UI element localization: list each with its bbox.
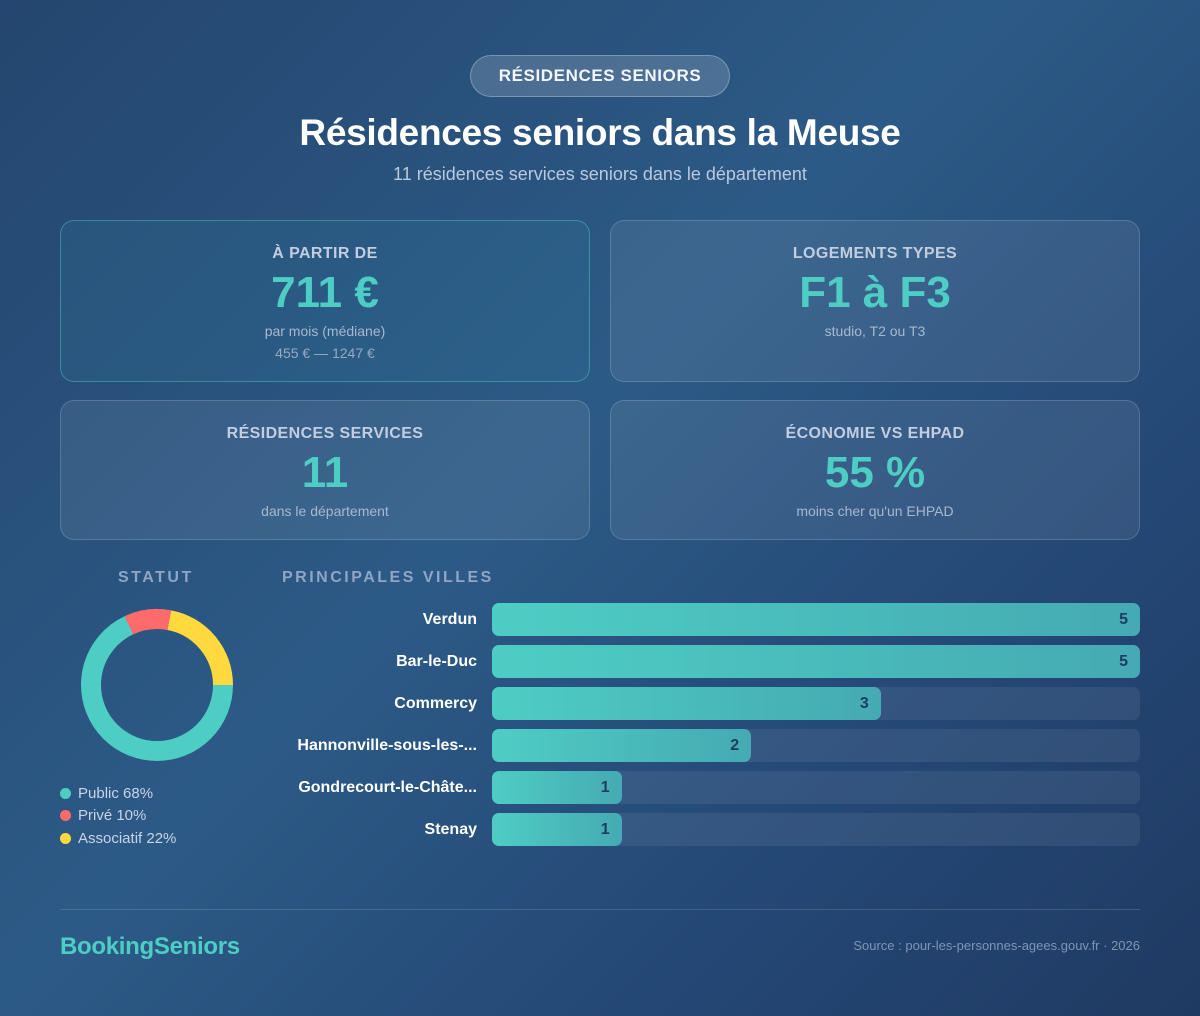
card-value: F1 à F3	[799, 268, 951, 317]
bar-fill: 5	[492, 603, 1140, 636]
page-subtitle: 11 résidences services seniors dans le d…	[393, 164, 807, 184]
card-sub: moins cher qu'un EHPAD	[796, 503, 954, 519]
bar-fill: 5	[492, 645, 1140, 678]
card-sub: studio, T2 ou T3	[824, 323, 926, 339]
bar-row: Bar-le-Duc 5	[282, 645, 1140, 678]
bar-value: 5	[1119, 653, 1128, 670]
bar-fill: 3	[492, 687, 881, 720]
bar-label: Gondrecourt-le-Châte...	[298, 778, 477, 796]
bar-track: 3	[492, 687, 1140, 720]
villes-title: PRINCIPALES VILLES	[282, 569, 494, 586]
card-label: À PARTIR DE	[272, 245, 378, 262]
category-badge: RÉSIDENCES SENIORS	[470, 55, 730, 97]
bar-row: Commercy 3	[282, 687, 1140, 720]
card-sub: dans le département	[261, 503, 389, 519]
card-value: 11	[301, 448, 349, 497]
bar-value: 1	[600, 821, 610, 838]
bar-track: 5	[492, 603, 1140, 636]
bar-label: Hannonville-sous-les-...	[297, 736, 477, 754]
bar-label: Stenay	[424, 820, 477, 838]
cities-bar-chart: Verdun 5 Bar-le-Duc 5 Commercy 3 Hannonville-s…	[282, 603, 1140, 855]
card-sub: par mois (médiane)	[264, 323, 386, 339]
bar-value: 1	[600, 779, 610, 796]
card-label: LOGEMENTS TYPES	[792, 245, 958, 262]
card-label: ÉCONOMIE VS EHPAD	[785, 425, 965, 442]
bar-row: Verdun 5	[282, 603, 1140, 636]
bar-row: Stenay 1	[282, 813, 1140, 846]
statut-title: STATUT	[118, 569, 194, 586]
donut-segment-privé	[81, 609, 233, 761]
donut-segment-associatif	[81, 609, 233, 761]
legend-label: Privé 10%	[78, 807, 147, 825]
brand-logo[interactable]: BookingSeniors	[60, 933, 240, 960]
bar-fill: 1	[492, 771, 622, 804]
bar-value: 2	[730, 737, 740, 754]
status-donut-chart	[80, 608, 234, 762]
legend-dot-icon	[60, 810, 71, 822]
bar-label: Commercy	[394, 694, 477, 712]
card-label: RÉSIDENCES SERVICES	[226, 425, 424, 442]
card-value: 711 €	[271, 268, 379, 317]
bar-track: 2	[492, 729, 1140, 762]
source-note: Source : pour-les-personnes-agees.gouv.f…	[853, 938, 1140, 953]
bar-row: Hannonville-sous-les-... 2	[282, 729, 1140, 762]
legend-dot-icon	[60, 787, 71, 799]
page-title: Résidences seniors dans la Meuse	[299, 112, 901, 153]
status-legend: Public 68% Privé 10% Associatif 22%	[60, 782, 176, 850]
legend-label: Associatif 22%	[78, 829, 177, 847]
legend-label: Public 68%	[78, 784, 154, 802]
legend-dot-icon	[60, 832, 71, 844]
bar-value: 5	[1119, 611, 1128, 628]
residences-count-card: RÉSIDENCES SERVICES 11 dans le départeme…	[60, 400, 590, 540]
card-value: 55 %	[824, 448, 926, 497]
bar-track: 1	[492, 771, 1140, 804]
card-range: 455 € — 1247 €	[275, 345, 375, 361]
bar-track: 5	[492, 645, 1140, 678]
price-card: À PARTIR DE 711 € par mois (médiane) 455…	[60, 220, 590, 382]
bar-fill: 1	[492, 813, 622, 846]
bar-fill: 2	[492, 729, 752, 762]
bar-label: Verdun	[422, 610, 477, 628]
footer-divider	[60, 909, 1140, 910]
bar-row: Gondrecourt-le-Châte... 1	[282, 771, 1140, 804]
bar-value: 3	[859, 695, 869, 712]
ehpad-savings-card: ÉCONOMIE VS EHPAD 55 % moins cher qu'un …	[610, 400, 1140, 540]
legend-item: Public 68%	[60, 782, 176, 805]
bar-label: Bar-le-Duc	[396, 652, 477, 670]
bar-track: 1	[492, 813, 1140, 846]
legend-item: Privé 10%	[60, 805, 176, 828]
housing-types-card: LOGEMENTS TYPES F1 à F3 studio, T2 ou T3	[610, 220, 1140, 382]
legend-item: Associatif 22%	[60, 827, 176, 850]
